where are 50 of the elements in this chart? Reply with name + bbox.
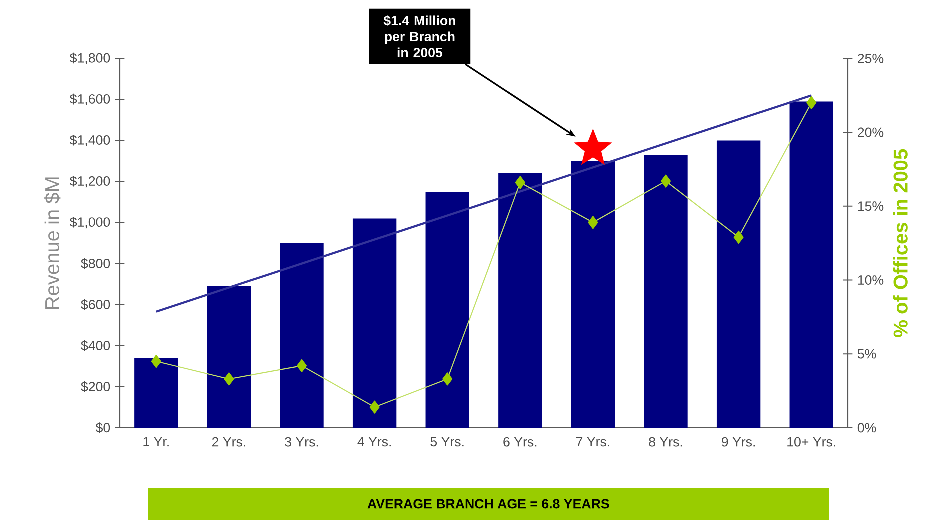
y2-tick-label: 15% bbox=[858, 202, 884, 212]
y-tick-label: $1,400 bbox=[70, 134, 110, 147]
y-tick-label: $1,600 bbox=[70, 94, 110, 106]
point bbox=[151, 354, 162, 368]
point bbox=[806, 96, 817, 110]
bar bbox=[426, 192, 470, 428]
bar bbox=[280, 243, 324, 428]
x-tick-label: 9 Yrs. bbox=[722, 437, 755, 447]
bar bbox=[352, 218, 397, 428]
y-tick-label: $1,800 bbox=[70, 52, 110, 64]
x-tick-label: 4 Yrs. bbox=[358, 437, 391, 447]
x-tick-label: 10+ Yrs. bbox=[788, 437, 836, 447]
x-tick-label: 3 Yrs. bbox=[285, 437, 318, 447]
point bbox=[442, 372, 453, 386]
y-tick-label: $1,200 bbox=[70, 176, 110, 188]
y-tick-label: $1,000 bbox=[70, 217, 110, 229]
x-tick-label: 2 Yrs. bbox=[212, 437, 246, 447]
point bbox=[224, 372, 234, 386]
y-tick-label: $200 bbox=[81, 382, 110, 392]
point bbox=[588, 216, 598, 230]
bar bbox=[134, 358, 178, 428]
x-tick-label: 5 Yrs. bbox=[430, 437, 464, 447]
y2-axis-title: % of Offices in 2005 bbox=[893, 149, 908, 338]
y-axis-title: Revenue in $M bbox=[44, 178, 61, 309]
y-tick-label: $600 bbox=[81, 299, 110, 310]
point bbox=[660, 174, 672, 188]
bar bbox=[644, 155, 688, 428]
text: $1.4 Million per Branch in 2005 bbox=[384, 15, 456, 58]
y2-tick-label: 5% bbox=[858, 349, 876, 359]
y2-tick-label: 0% bbox=[858, 423, 876, 433]
bar bbox=[498, 174, 542, 428]
point bbox=[296, 359, 308, 372]
x-tick-label: 8 Yrs. bbox=[649, 437, 682, 447]
y2-tick-label: 25% bbox=[858, 54, 884, 64]
point bbox=[734, 230, 744, 244]
bar bbox=[207, 286, 252, 428]
x-tick-label: 7 Yrs. bbox=[576, 437, 610, 447]
y2-tick-label: 20% bbox=[858, 128, 884, 138]
point bbox=[370, 400, 380, 414]
x-tick-label: 6 Yrs. bbox=[504, 437, 537, 447]
bar bbox=[716, 140, 761, 428]
y-tick-label: $0 bbox=[96, 422, 110, 434]
y-tick-label: $800 bbox=[81, 258, 110, 270]
point bbox=[515, 176, 526, 190]
bar bbox=[790, 102, 834, 428]
bar bbox=[571, 161, 616, 428]
y-tick-label: $400 bbox=[81, 340, 110, 352]
x-tick-label: 1 Yr. bbox=[144, 437, 169, 447]
y2-tick-label: 10% bbox=[858, 276, 884, 285]
text: AVERAGE BRANCH AGE = 6.8 YEARS bbox=[368, 499, 610, 509]
